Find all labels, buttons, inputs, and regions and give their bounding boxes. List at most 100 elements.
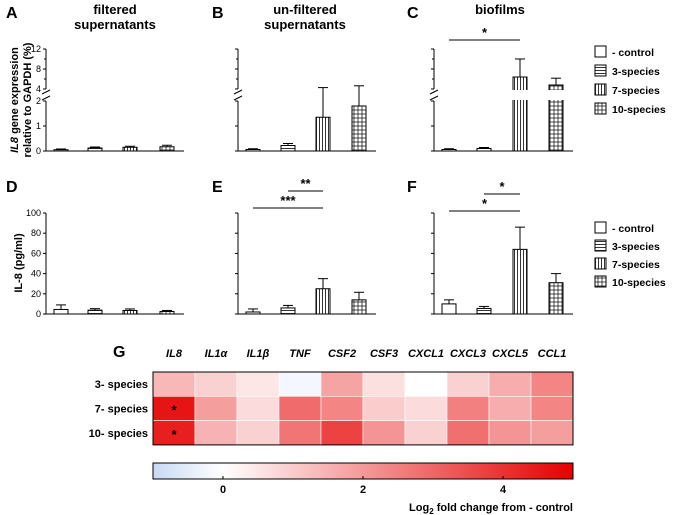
heatmap-cell: [152, 395, 196, 421]
heatmap-cell: [404, 371, 448, 397]
legend2-label-3species: 3-species: [612, 241, 660, 253]
chart-panel-e: *****: [235, 176, 376, 315]
y-tick-label-d: 40: [31, 269, 41, 279]
ylabel-bottom: IL-8 (pg/ml): [13, 233, 25, 293]
heatmap-panel-g: IL8 IL1α IL1β TNF CSF2 CSF3 CXCL1 CXCL3 CXCL5 CCL…: [89, 348, 574, 446]
panel-label-d: D: [6, 179, 18, 196]
colorbar-label-log: Log: [409, 502, 429, 514]
panel-label-b: B: [212, 5, 224, 22]
bar-c-3: [548, 84, 564, 152]
heatmap-cell: [362, 420, 406, 446]
bar-e-1: [280, 307, 296, 315]
heatmap-cell: [404, 395, 448, 421]
colorbar-label-sub: 2: [429, 507, 434, 515]
legend-label-10species: 10-species: [612, 104, 666, 116]
heatmap-cell: [278, 420, 322, 446]
heatmap-cell: [152, 420, 196, 446]
legend2-swatch-10species: [594, 275, 607, 288]
heatmap-col-label: CXCL5: [492, 348, 529, 360]
heatmap-cell: [236, 395, 280, 421]
bar-f-3: [548, 282, 564, 315]
heatmap-col-label: CXCL3: [450, 348, 486, 360]
legend-top: - control 3-species 7-species 10-species: [594, 45, 666, 116]
heatmap-cell: [530, 371, 574, 397]
colorbar-tick-label: 4: [500, 484, 507, 496]
heatmap-significance: *: [171, 402, 177, 417]
bar-f-2: [512, 248, 528, 315]
heatmap-cell: [194, 420, 238, 446]
y-tick-label-a: 4: [36, 84, 41, 94]
heatmap-cell: [236, 371, 280, 397]
heatmap-col-label: IL8: [166, 348, 183, 360]
heatmap-cell: [530, 420, 574, 446]
heatmap-cell: [362, 371, 406, 397]
y-tick-label-a: 1: [36, 121, 41, 131]
y-tick-label-d: 60: [31, 248, 41, 258]
ylabel-top-gene: IL8: [9, 136, 21, 153]
bar-d-2: [122, 309, 138, 315]
y-tick-label-a: 0: [36, 146, 41, 156]
legend2-swatch-7species: [594, 257, 607, 270]
significance-label-f: *: [482, 196, 488, 211]
title-b-line2: supernatants: [264, 17, 346, 32]
y-tick-label-d: 0: [36, 309, 41, 319]
heatmap-cell: [404, 420, 448, 446]
title-a-line1: filtered: [93, 2, 136, 17]
heatmap-cell: [488, 395, 532, 421]
heatmap-cell: [446, 371, 490, 397]
heatmap-border: [152, 371, 574, 446]
legend-label-control: - control: [612, 47, 654, 59]
heatmap-col-label: CXCL1: [408, 348, 444, 360]
colorbar-tick-label: 2: [360, 484, 366, 496]
ylabel-top-line2: relative to GAPDH (%): [22, 42, 34, 157]
bar-e-2: [315, 288, 331, 315]
legend-label-7species: 7-species: [612, 85, 660, 97]
heatmap-cell: [320, 371, 364, 397]
bar-break-gap-c: [548, 90, 564, 100]
bar-b-1: [280, 145, 296, 152]
title-b-line1: un-filtered: [273, 2, 337, 17]
panel-label-a: A: [6, 5, 18, 22]
heatmap-cell: [278, 371, 322, 397]
heatmap-col-label: IL1α: [205, 348, 229, 360]
heatmap-col-label: IL1β: [247, 348, 270, 360]
legend2-label-control: - control: [612, 223, 654, 235]
legend2-label-10species: 10-species: [612, 277, 666, 289]
significance-label-e: **: [300, 176, 311, 191]
legend-label-3species: 3-species: [612, 66, 660, 78]
bar-f-0: [441, 303, 457, 315]
y-tick-label-a: 2: [36, 96, 41, 106]
heatmap-cell: [488, 420, 532, 446]
significance-label-f: *: [499, 179, 505, 194]
heatmap-cell: [530, 395, 574, 421]
bar-c-0: [441, 149, 457, 152]
heatmap-col-label: CSF3: [370, 348, 398, 360]
legend-swatch-control: [594, 45, 607, 58]
y-tick-label-d: 80: [31, 228, 41, 238]
heatmap-col-label: TNF: [289, 348, 311, 360]
heatmap-cell: [446, 420, 490, 446]
legend-swatch-3species: [594, 64, 607, 77]
heatmap-cell: [320, 395, 364, 421]
bar-d-0: [53, 308, 69, 315]
colorbar-label: Log2 fold change from - control: [409, 502, 573, 515]
axis-break-mark-a: [41, 95, 51, 101]
y-tick-label-a: 12: [31, 44, 41, 54]
bar-f-1: [476, 307, 492, 315]
legend-swatch-10species: [594, 102, 607, 115]
colorbar-tick-label: 0: [220, 484, 226, 496]
bar-d-1: [87, 309, 103, 315]
bar-b-3: [351, 105, 367, 152]
bar-d-3: [159, 310, 175, 315]
heatmap-cell: [446, 395, 490, 421]
significance-label-e: ***: [280, 193, 296, 208]
panel-label-e: E: [212, 179, 223, 196]
heatmap-row-label: 7- species: [95, 403, 148, 415]
bar-b-0: [245, 149, 261, 152]
legend2-swatch-control: [594, 221, 607, 234]
bar-break-gap-c: [512, 90, 528, 100]
heatmap-col-label: CSF2: [328, 348, 356, 360]
colorbar-label-rest: fold change from - control: [434, 502, 573, 514]
